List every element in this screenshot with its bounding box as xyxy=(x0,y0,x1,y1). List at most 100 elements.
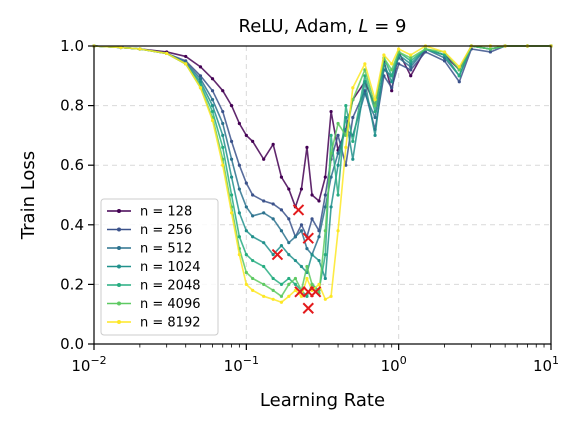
series-point xyxy=(310,217,314,221)
series-point xyxy=(336,193,340,197)
series-point xyxy=(323,193,327,197)
ticks: 10−2 10−1 100 101 0.0 0.2 0.4 0.6 0.8 1.0 xyxy=(60,37,559,375)
legend-box xyxy=(100,198,219,336)
series-point xyxy=(198,74,203,78)
series-point xyxy=(237,121,241,126)
series-point xyxy=(323,229,327,233)
series-point xyxy=(262,241,266,245)
series-point xyxy=(409,62,413,66)
chart-title: ReLU, Adam, L = 9 xyxy=(239,16,407,37)
legend-label: n = 1024 xyxy=(140,260,200,275)
series-point xyxy=(390,89,394,93)
series-line xyxy=(93,45,551,238)
series-point xyxy=(210,77,215,81)
series-point xyxy=(138,47,142,51)
series-point xyxy=(305,276,309,281)
series-point xyxy=(351,115,355,120)
series-point xyxy=(397,47,401,51)
series-line xyxy=(93,45,551,256)
series-point xyxy=(409,74,413,78)
series-point xyxy=(279,282,284,286)
series-point xyxy=(457,65,461,69)
legend-entry: n = 1024 xyxy=(107,260,200,275)
series-point xyxy=(299,229,304,233)
series-point xyxy=(329,133,333,137)
legend-entry: n = 512 xyxy=(107,242,192,257)
series-point xyxy=(279,208,284,212)
series-point xyxy=(287,241,291,245)
series-point xyxy=(310,193,314,197)
series-point xyxy=(237,253,241,257)
series-point xyxy=(397,62,401,66)
series-point xyxy=(373,115,377,120)
series-point xyxy=(244,253,248,257)
series-point xyxy=(244,205,248,209)
series-point xyxy=(390,86,394,90)
series-point xyxy=(237,187,241,191)
series-point xyxy=(390,74,394,78)
series-point xyxy=(237,235,241,239)
y-tick-label: 0.8 xyxy=(60,97,84,115)
series-point xyxy=(457,80,461,84)
series-point xyxy=(305,145,309,149)
series-point xyxy=(287,187,291,191)
series-point xyxy=(251,258,255,263)
series-6 xyxy=(92,44,553,304)
series-point xyxy=(287,276,291,281)
plot-frame xyxy=(93,45,552,345)
series-point xyxy=(198,86,203,90)
legend-label: n = 256 xyxy=(140,223,192,238)
series-point xyxy=(271,253,275,257)
series-point xyxy=(323,297,327,301)
series-point xyxy=(251,288,255,292)
series-point xyxy=(317,258,321,263)
series-point xyxy=(279,175,284,179)
series-point xyxy=(382,53,386,57)
series-point xyxy=(373,109,377,114)
series-point xyxy=(271,276,275,281)
series-point xyxy=(409,68,413,72)
series-point xyxy=(221,133,225,137)
series-point xyxy=(305,294,309,298)
series-point xyxy=(323,175,327,179)
series-point xyxy=(237,211,241,215)
series-point xyxy=(317,235,321,239)
series-point xyxy=(184,62,188,66)
series-point xyxy=(262,157,266,161)
series-point xyxy=(317,199,321,203)
series-point xyxy=(336,133,340,137)
series-point xyxy=(329,175,333,179)
optimum-marker xyxy=(292,204,305,216)
series-line xyxy=(93,45,551,304)
series-point xyxy=(390,62,394,66)
y-tick-label: 0.4 xyxy=(60,216,84,234)
series-point xyxy=(310,282,314,286)
series-point xyxy=(390,80,394,84)
series-point xyxy=(336,163,340,167)
series-point xyxy=(279,294,284,298)
y-tick-label: 1.0 xyxy=(60,37,84,55)
series-point xyxy=(305,247,309,251)
series-point xyxy=(299,187,304,191)
series-point xyxy=(229,175,234,179)
series-point xyxy=(344,145,348,149)
legend-entry: n = 4096 xyxy=(107,297,200,312)
series-point xyxy=(287,294,291,298)
series-point xyxy=(251,193,255,197)
series-point xyxy=(409,56,413,60)
series-point xyxy=(323,276,327,281)
series-point xyxy=(336,229,340,233)
series-point xyxy=(221,145,225,149)
series-point xyxy=(305,264,309,269)
series-point xyxy=(279,300,284,304)
series-point xyxy=(423,47,428,51)
legend-entry: n = 128 xyxy=(107,205,192,220)
series-point xyxy=(409,53,413,57)
series-point xyxy=(210,104,215,108)
series-point xyxy=(165,51,169,56)
series-point xyxy=(293,235,298,239)
series-point xyxy=(210,89,215,93)
series-point xyxy=(363,62,367,66)
optimum-marker xyxy=(294,286,306,298)
series-point xyxy=(279,244,284,248)
